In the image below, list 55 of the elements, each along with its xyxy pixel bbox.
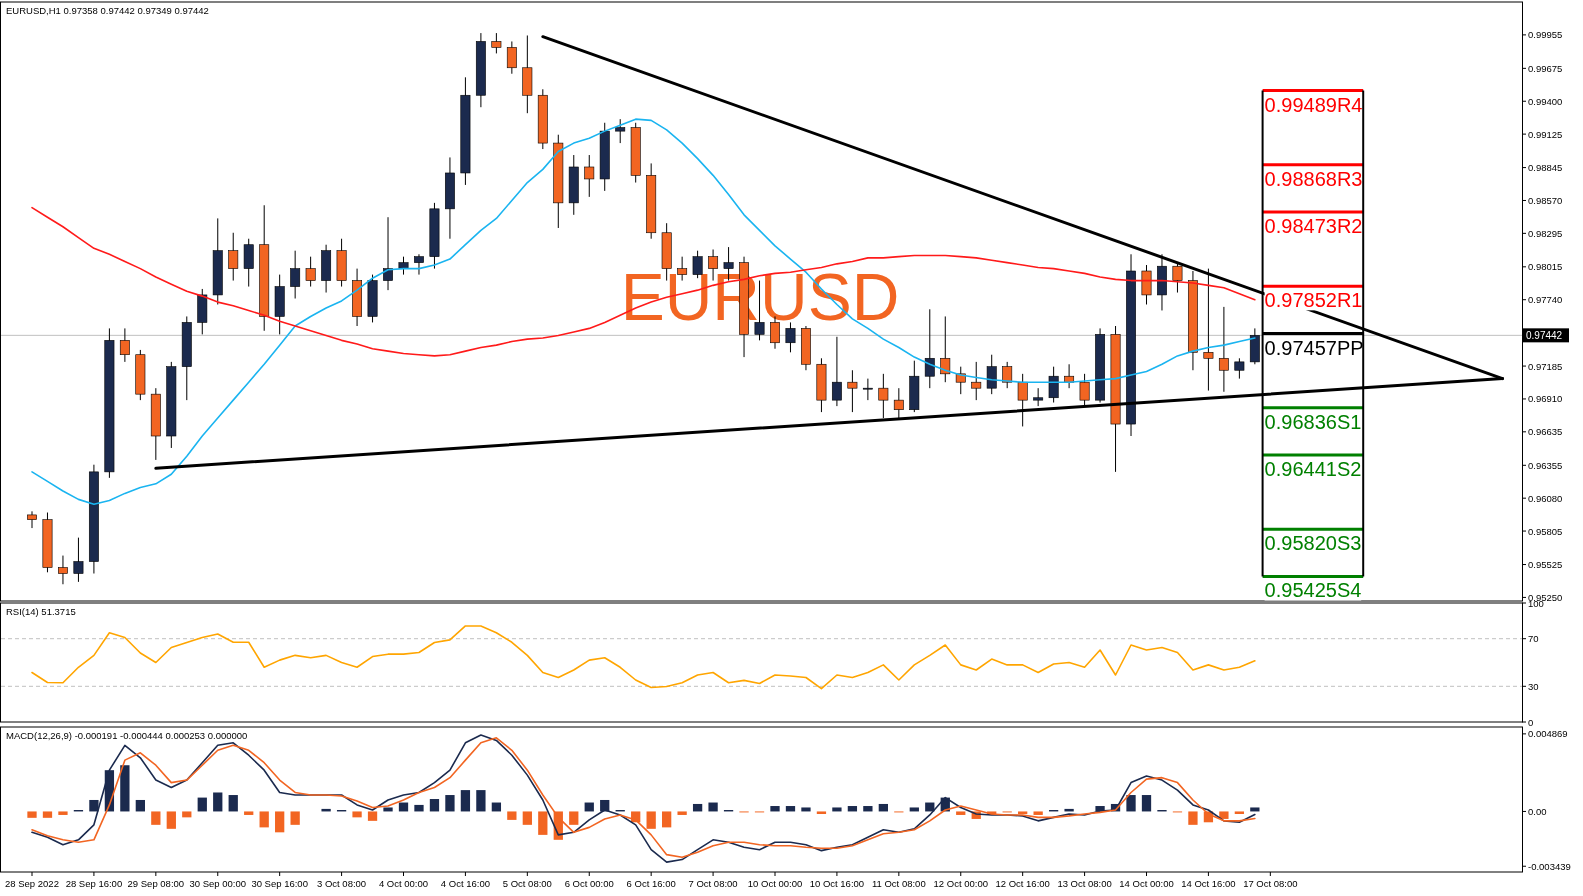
y-tick-label: 70 <box>1528 633 1539 645</box>
x-tick-label: 30 Sep 16:00 <box>251 878 308 889</box>
y-tick-label: 0.99955 <box>1528 29 1563 41</box>
x-tick-label: 4 Oct 16:00 <box>440 878 490 889</box>
y-tick-label: -0.003439 <box>1528 860 1571 872</box>
y-tick-label: 0.99125 <box>1528 128 1563 140</box>
ref-line-label: 0.99489R4 <box>1264 93 1363 116</box>
chart-title: RSI(14) 51.3715 <box>6 606 76 617</box>
y-tick-label: 0.95525 <box>1528 559 1563 571</box>
x-tick-label: 30 Sep 00:00 <box>189 878 247 889</box>
x-tick-label: 6 Oct 00:00 <box>564 878 614 889</box>
ref-line-label: 0.96441S2 <box>1264 458 1362 481</box>
x-tick-label: 12 Oct 16:00 <box>995 878 1050 889</box>
y-tick-label: 0.96080 <box>1528 492 1563 504</box>
y-tick-label: 0.00 <box>1528 805 1547 817</box>
y-tick-label: 30 <box>1528 680 1539 692</box>
x-tick-label: 11 Oct 08:00 <box>871 878 926 889</box>
x-tick-label: 7 Oct 08:00 <box>688 878 738 889</box>
x-tick-label: 6 Oct 16:00 <box>626 878 676 889</box>
ref-line-label: 0.98473R2 <box>1264 215 1363 238</box>
ref-line-label: 0.98868R3 <box>1264 167 1363 190</box>
y-tick-label: 0.99400 <box>1528 95 1563 107</box>
chart-title: MACD(12,26,9) -0.000191 -0.000444 0.000253 0.000000 <box>6 730 248 741</box>
x-tick-label: 4 Oct 00:00 <box>378 878 429 889</box>
y-tick-label: 0.98845 <box>1528 162 1563 174</box>
ref-line-label: 0.95425S4 <box>1264 579 1362 602</box>
x-tick-label: 5 Oct 08:00 <box>502 878 552 889</box>
x-tick-label: 10 Oct 16:00 <box>809 878 865 889</box>
ref-line-label: 0.97442 <box>1526 330 1563 342</box>
x-tick-label: 3 Oct 08:00 <box>317 878 367 889</box>
x-tick-label: 17 Oct 08:00 <box>1243 878 1298 889</box>
y-tick-label: 0.98295 <box>1528 227 1563 239</box>
y-tick-label: 0.95805 <box>1528 525 1563 537</box>
x-tick-label: 12 Oct 00:00 <box>933 878 988 889</box>
x-tick-label: 29 Sep 08:00 <box>127 878 185 889</box>
y-tick-label: 0.96635 <box>1528 426 1563 438</box>
y-tick-label: 0.96910 <box>1528 393 1563 405</box>
x-tick-label: 28 Sep 2022 <box>5 878 59 889</box>
y-tick-label: 0.96355 <box>1528 459 1563 471</box>
y-tick-label: 0.99675 <box>1528 62 1563 74</box>
x-tick-label: 28 Sep 16:00 <box>65 878 123 889</box>
ref-line-label: 0.96836S1 <box>1264 410 1362 433</box>
x-tick-label: 14 Oct 16:00 <box>1181 878 1236 889</box>
y-tick-label: 0.97185 <box>1528 360 1563 372</box>
y-tick-label: 0.98570 <box>1528 194 1563 206</box>
y-tick-label: 0 <box>1528 716 1534 728</box>
x-tick-label: 14 Oct 00:00 <box>1119 878 1174 889</box>
y-tick-label: 0.004869 <box>1528 728 1568 740</box>
ref-line-label: 0.95820S3 <box>1264 532 1362 555</box>
y-tick-label: 0.98015 <box>1528 261 1563 273</box>
y-tick-label: 0.97740 <box>1528 294 1563 306</box>
x-tick-label: 13 Oct 08:00 <box>1057 878 1112 889</box>
ref-line-label: 0.97852R1 <box>1264 289 1363 312</box>
chart-title: EURUSD,H1 0.97358 0.97442 0.97349 0.97442 <box>6 5 209 16</box>
x-tick-label: 10 Oct 00:00 <box>747 878 803 889</box>
